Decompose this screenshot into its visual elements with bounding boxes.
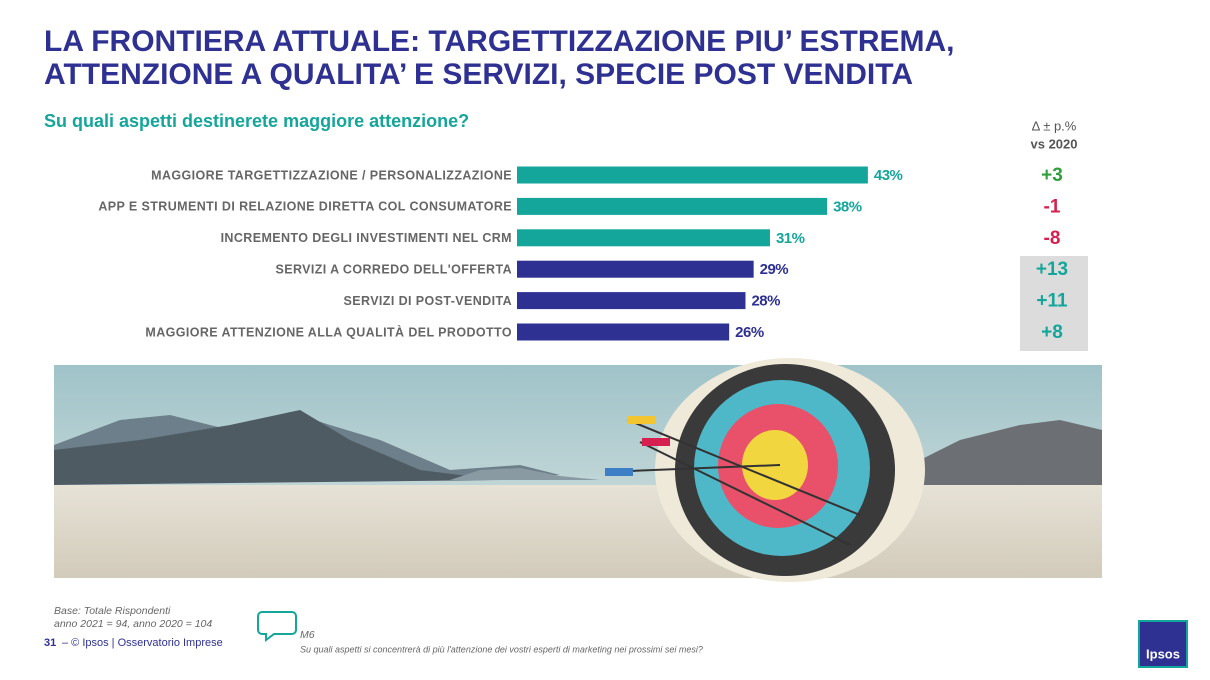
credit: – © Ipsos | Osservatorio Imprese xyxy=(62,637,223,649)
value-label: 29% xyxy=(760,261,789,278)
bar xyxy=(517,292,746,310)
title: ATTENZIONE A QUALITA’ E SERVIZI, SPECIE … xyxy=(44,58,913,91)
category-label: SERVIZI DI POST-VENDITA xyxy=(344,294,512,308)
delta-cell: +8 xyxy=(1041,322,1063,343)
delta-cell: -1 xyxy=(1044,196,1061,217)
bar xyxy=(517,323,730,341)
delta-cell: +11 xyxy=(1036,291,1068,312)
base-note: anno 2021 = 94, anno 2020 = 104 xyxy=(54,618,212,630)
title: LA FRONTIERA ATTUALE: TARGETTIZZAZIONE P… xyxy=(44,25,955,58)
comment-icon xyxy=(257,611,297,642)
value-label: 43% xyxy=(874,167,903,184)
category-label: MAGGIORE ATTENZIONE ALLA QUALITÀ DEL PRO… xyxy=(145,324,512,339)
value-label: 28% xyxy=(751,293,780,310)
logo-inner xyxy=(1140,622,1186,666)
delta-header: vs 2020 xyxy=(1031,136,1078,151)
question-code: M6 xyxy=(300,629,315,641)
category-label: INCREMENTO DEGLI INVESTIMENTI NEL CRM xyxy=(221,231,512,245)
base-note: Base: Totale Rispondenti xyxy=(54,605,171,617)
highlight-box xyxy=(1020,256,1088,351)
delta-header: Δ ± p.% xyxy=(1032,118,1077,133)
photo xyxy=(54,358,1102,582)
logo-text: Ipsos xyxy=(1146,646,1180,661)
delta-cell: +13 xyxy=(1036,259,1068,280)
subtitle: Su quali aspetti destinerete maggiore at… xyxy=(44,111,469,131)
question: Su quali aspetti si concentrerà di più l… xyxy=(300,644,703,654)
bar xyxy=(517,260,754,278)
delta-cell: +3 xyxy=(1041,165,1063,186)
delta-cell: -8 xyxy=(1044,228,1061,249)
bar xyxy=(517,166,868,184)
page-number: 31 xyxy=(44,637,56,649)
category-label: APP E STRUMENTI DI RELAZIONE DIRETTA COL… xyxy=(98,200,512,214)
bar xyxy=(517,229,770,247)
value-label: 38% xyxy=(833,198,862,215)
value-label: 31% xyxy=(776,230,805,247)
category-label: MAGGIORE TARGETTIZZAZIONE / PERSONALIZZA… xyxy=(151,168,512,182)
bar xyxy=(517,197,828,215)
category-label: SERVIZI A CORREDO DELL'OFFERTA xyxy=(275,262,512,276)
value-label: 26% xyxy=(735,324,764,341)
